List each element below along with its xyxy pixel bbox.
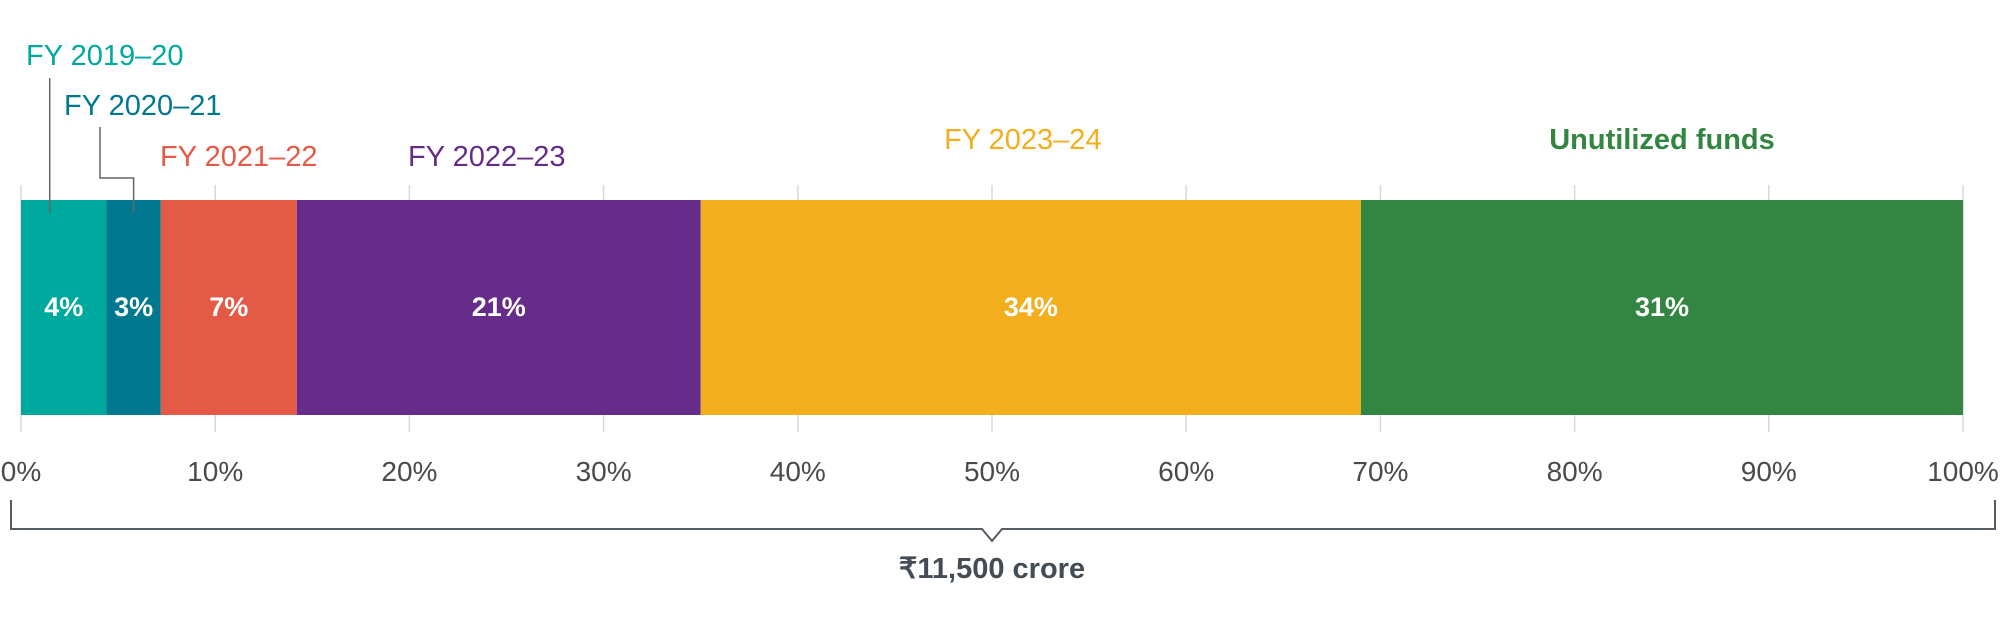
value-labels: 4% 3% 7% 21% 34% 31% xyxy=(44,292,1689,322)
x-tick-label: 70% xyxy=(1352,456,1408,487)
total-label: ₹11,500 crore xyxy=(899,553,1085,585)
bar-segment xyxy=(296,200,701,415)
leader-line xyxy=(99,127,135,213)
value-label: 31% xyxy=(1635,292,1689,322)
bar-segment xyxy=(21,200,107,415)
total-bracket: ₹11,500 crore xyxy=(10,500,1996,585)
total-bracket-line xyxy=(10,500,1996,543)
category-label: FY 2019–20 xyxy=(26,40,184,72)
bar-segment xyxy=(1360,200,1963,415)
x-tick-label: 10% xyxy=(187,456,243,487)
x-tick-label: 30% xyxy=(576,456,632,487)
x-tick-label: 20% xyxy=(381,456,437,487)
bar-segment xyxy=(106,200,161,415)
x-tick-label: 90% xyxy=(1741,456,1797,487)
x-tick-labels: 0% 10% 20% 30% 40% 50% 60% 70% 80% 90% 100% xyxy=(1,456,1999,487)
category-label: Unutilized funds xyxy=(1549,124,1775,156)
x-tick-label: 80% xyxy=(1547,456,1603,487)
category-label: FY 2021–22 xyxy=(160,141,318,173)
category-labels: FY 2019–20 FY 2020–21 FY 2021–22 FY 2022–23… xyxy=(26,40,1775,173)
value-label: 3% xyxy=(114,292,153,322)
category-label: FY 2023–24 xyxy=(944,124,1102,156)
leader-lines xyxy=(48,78,135,213)
category-label: FY 2020–21 xyxy=(64,90,222,122)
bar-segment xyxy=(160,200,297,415)
value-label: 4% xyxy=(44,292,83,322)
x-tick-label: 50% xyxy=(964,456,1020,487)
x-tick-label: 40% xyxy=(770,456,826,487)
bar-segments xyxy=(21,200,1963,415)
value-label: 7% xyxy=(209,292,248,322)
x-tick-label: 60% xyxy=(1158,456,1214,487)
value-label: 21% xyxy=(472,292,526,322)
x-tick-label: 100% xyxy=(1927,456,1999,487)
value-label: 34% xyxy=(1004,292,1058,322)
category-label: FY 2022–23 xyxy=(408,141,566,173)
bar-segment xyxy=(700,200,1361,415)
x-tick-label: 0% xyxy=(1,456,41,487)
